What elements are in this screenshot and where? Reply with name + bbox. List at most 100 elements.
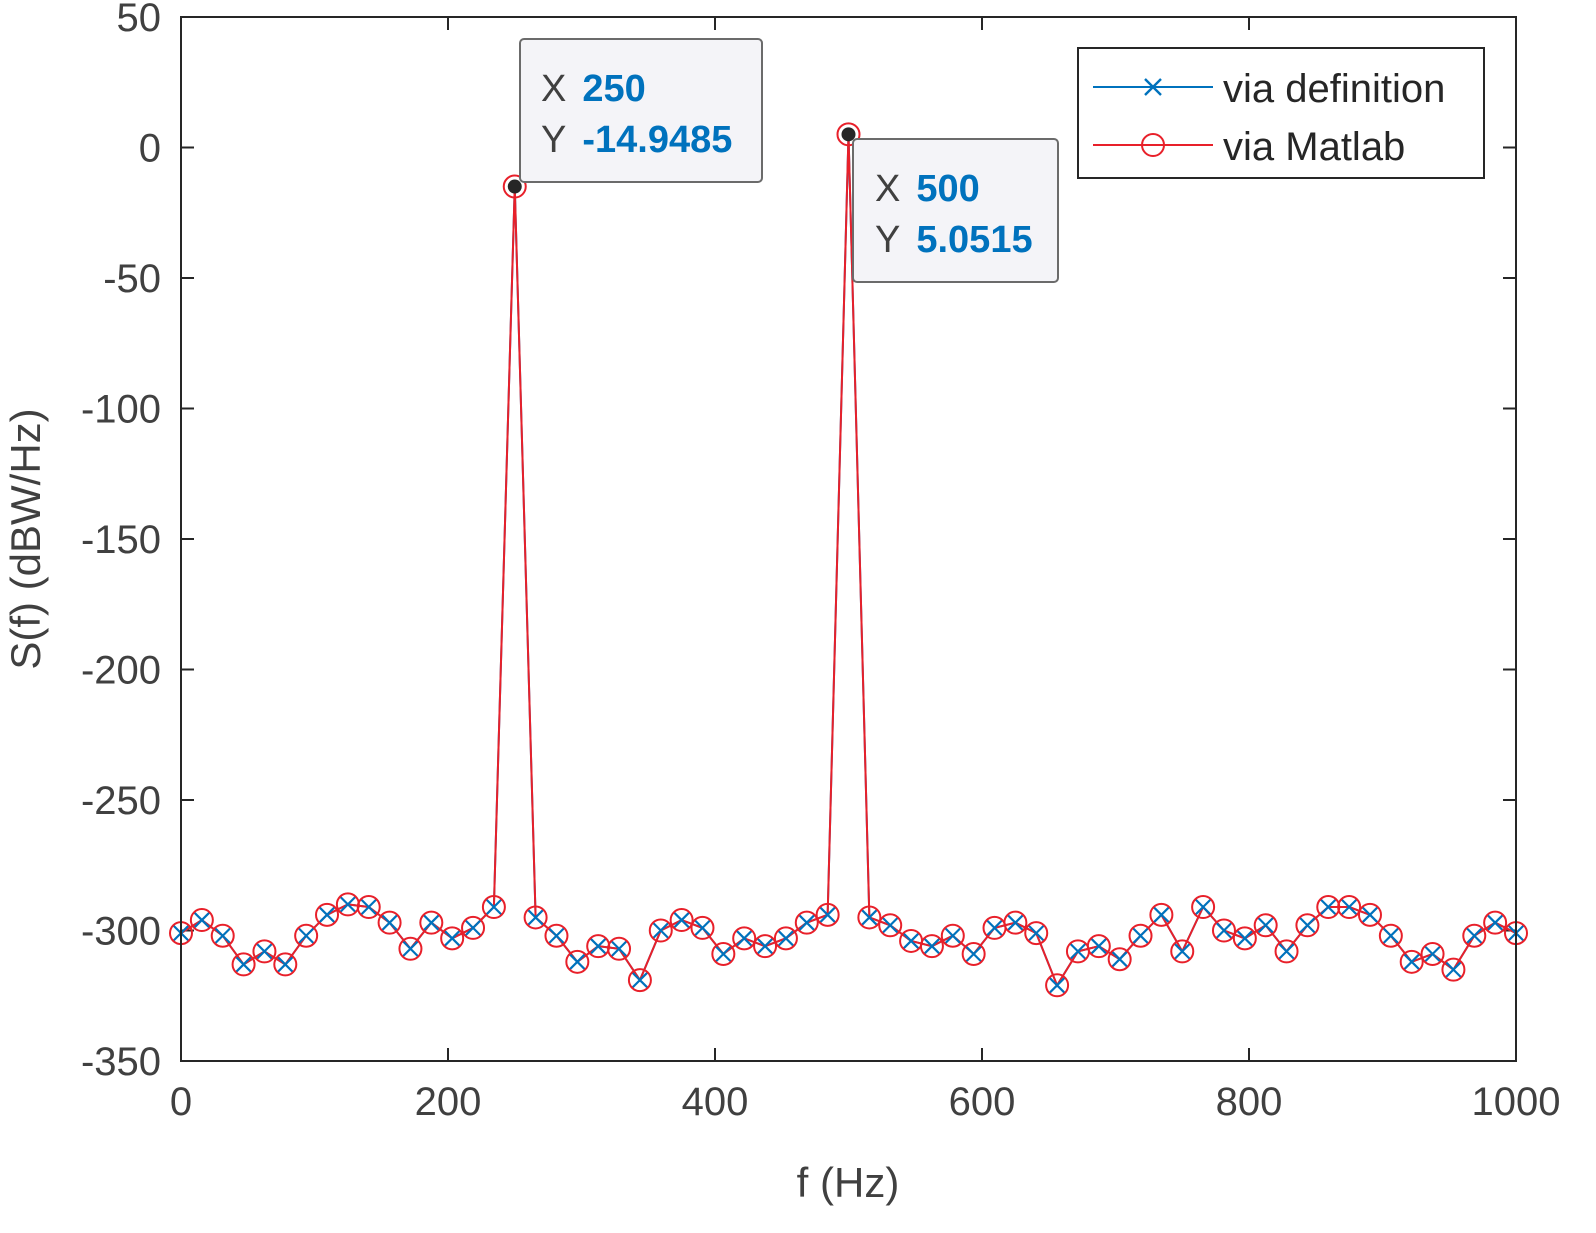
point-definition bbox=[1444, 960, 1463, 979]
point-matlab bbox=[523, 905, 548, 930]
point-definition bbox=[923, 937, 941, 955]
point-matlab bbox=[440, 926, 465, 951]
datatip-box bbox=[519, 38, 763, 183]
datatip-box bbox=[852, 138, 1059, 283]
point-definition bbox=[1423, 945, 1442, 963]
datatip-point[interactable] bbox=[841, 127, 856, 142]
point-definition bbox=[485, 898, 503, 916]
datatip-250[interactable]: X 250 Y -14.9485 bbox=[519, 38, 763, 183]
x-tick-label: 800 bbox=[1216, 1080, 1283, 1124]
point-definition bbox=[735, 929, 753, 948]
point-matlab bbox=[273, 952, 298, 977]
point-definition bbox=[380, 913, 399, 932]
datatip-y-row: Y -14.9485 bbox=[541, 119, 732, 161]
point-definition bbox=[339, 895, 357, 914]
x-tick-label: 0 bbox=[170, 1080, 192, 1124]
x-axis-label: f (Hz) bbox=[797, 1159, 900, 1206]
datatip-x-value: 250 bbox=[582, 68, 645, 110]
point-matlab bbox=[940, 923, 965, 948]
point-definition bbox=[860, 908, 879, 927]
point-definition bbox=[1361, 906, 1379, 924]
datatip-x-key: X bbox=[541, 68, 566, 110]
x-tick-label: 600 bbox=[949, 1080, 1016, 1124]
point-matlab bbox=[461, 915, 486, 940]
point-matlab bbox=[711, 941, 736, 966]
point-definition bbox=[1048, 976, 1066, 995]
point-matlab bbox=[1107, 947, 1132, 972]
point-matlab bbox=[1253, 913, 1278, 938]
datatip-y-row: Y 5.0515 bbox=[875, 219, 1033, 261]
point-matlab bbox=[794, 910, 819, 935]
point-matlab bbox=[1024, 921, 1049, 946]
datatip-point[interactable] bbox=[507, 179, 522, 194]
x-tick-label: 200 bbox=[415, 1080, 482, 1124]
point-matlab bbox=[1191, 895, 1216, 920]
point-matlab bbox=[1274, 939, 1299, 964]
y-tick-label: -250 bbox=[81, 779, 161, 823]
point-definition bbox=[985, 919, 1004, 937]
point-matlab bbox=[1483, 910, 1508, 935]
datatip-x-row: X 500 bbox=[875, 168, 980, 210]
point-matlab bbox=[1128, 923, 1153, 948]
y-tick-label: 0 bbox=[139, 127, 161, 171]
point-definition bbox=[401, 939, 420, 958]
point-definition bbox=[1069, 942, 1087, 961]
legend[interactable]: via definition via Matlab bbox=[1077, 47, 1485, 179]
legend-entry-matlab: via Matlab bbox=[1093, 125, 1405, 169]
y-tick-label: -200 bbox=[81, 649, 161, 693]
point-matlab bbox=[210, 923, 235, 948]
point-matlab bbox=[1420, 941, 1445, 966]
point-matlab bbox=[1045, 973, 1070, 998]
plot-area bbox=[181, 17, 1516, 1061]
point-matlab bbox=[878, 913, 903, 938]
point-definition bbox=[1110, 950, 1129, 968]
point-matlab bbox=[544, 923, 569, 948]
point-matlab bbox=[1378, 923, 1403, 948]
point-matlab bbox=[857, 905, 882, 930]
point-matlab bbox=[1295, 913, 1320, 938]
point-matlab bbox=[356, 895, 381, 920]
point-definition bbox=[297, 926, 315, 945]
legend-marker-x-icon bbox=[1144, 78, 1162, 96]
point-definition bbox=[359, 898, 378, 916]
datatip-y-value: -14.9485 bbox=[582, 119, 732, 161]
point-matlab bbox=[1211, 918, 1236, 943]
y-tick-label: -300 bbox=[81, 910, 161, 954]
point-matlab bbox=[627, 968, 652, 993]
datatip-x-key: X bbox=[875, 168, 900, 210]
point-definition bbox=[1340, 898, 1358, 916]
x-tick-label: 400 bbox=[682, 1080, 749, 1124]
point-matlab bbox=[1441, 957, 1466, 982]
point-definition bbox=[1090, 937, 1108, 955]
point-definition bbox=[1298, 916, 1317, 935]
series-layer bbox=[169, 122, 1528, 998]
point-definition bbox=[213, 926, 232, 945]
point-definition bbox=[818, 906, 837, 924]
point-definition bbox=[672, 911, 691, 929]
point-matlab bbox=[961, 941, 986, 966]
point-matlab bbox=[294, 923, 319, 948]
point-definition bbox=[944, 926, 962, 945]
point-definition bbox=[234, 955, 253, 974]
point-matlab bbox=[502, 174, 527, 199]
point-matlab bbox=[1149, 902, 1174, 927]
point-definition bbox=[1465, 926, 1484, 945]
point-matlab bbox=[732, 926, 757, 951]
y-tick-label: -50 bbox=[103, 257, 161, 301]
datatip-x-value: 500 bbox=[916, 168, 979, 210]
point-matlab bbox=[1357, 902, 1382, 927]
point-definition bbox=[547, 926, 566, 945]
datatip-500[interactable]: X 500 Y 5.0515 bbox=[852, 138, 1059, 283]
point-definition bbox=[902, 932, 920, 950]
legend-label-definition: via definition bbox=[1223, 67, 1445, 111]
point-definition bbox=[1173, 942, 1192, 961]
datatip-y-key: Y bbox=[875, 219, 900, 261]
y-tick-label: 50 bbox=[117, 0, 162, 40]
y-axis-label: S(f) (dBW/Hz) bbox=[2, 408, 49, 669]
datatip-y-key: Y bbox=[541, 119, 566, 161]
y-tick-label: -100 bbox=[81, 388, 161, 432]
point-matlab bbox=[919, 934, 944, 959]
point-definition bbox=[1006, 913, 1025, 932]
point-definition bbox=[526, 908, 545, 927]
